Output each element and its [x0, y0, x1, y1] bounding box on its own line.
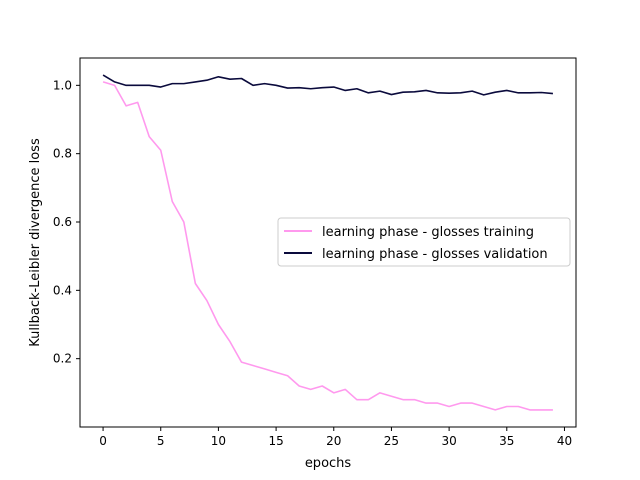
y-tick-label: 0.2: [53, 352, 72, 366]
legend-label-training: learning phase - glosses training: [322, 225, 534, 240]
x-tick-label: 35: [499, 434, 514, 448]
x-tick-label: 40: [557, 434, 572, 448]
series-line-validation: [102, 74, 554, 96]
x-tick-label: 10: [211, 434, 226, 448]
legend: learning phase - glosses training learni…: [277, 217, 571, 267]
x-axis-label: epochs: [305, 456, 352, 471]
series-layer: [102, 74, 554, 411]
axis-ticks: 0 5 10 15 20 25 30 35 40 0.2 0.4 0.6 0.8 1.0: [53, 78, 572, 448]
x-tick-label: 25: [384, 434, 399, 448]
x-tick-label: 5: [157, 434, 165, 448]
legend-box: [277, 217, 571, 267]
x-tick-label: 20: [326, 434, 341, 448]
axes-frame: [79, 57, 577, 428]
series-line-training: [102, 81, 553, 411]
x-tick-label: 0: [99, 434, 107, 448]
y-tick-label: 0.4: [53, 283, 72, 297]
legend-label-validation: learning phase - glosses validation: [322, 247, 548, 262]
y-tick-label: 1.0: [53, 78, 72, 92]
x-tick-label: 30: [441, 434, 456, 448]
y-tick-label: 0.6: [53, 215, 72, 229]
x-tick-label: 15: [268, 434, 283, 448]
y-tick-label: 0.8: [53, 147, 72, 161]
y-axis-label: Kullback-Leibler divergence loss: [28, 138, 43, 347]
